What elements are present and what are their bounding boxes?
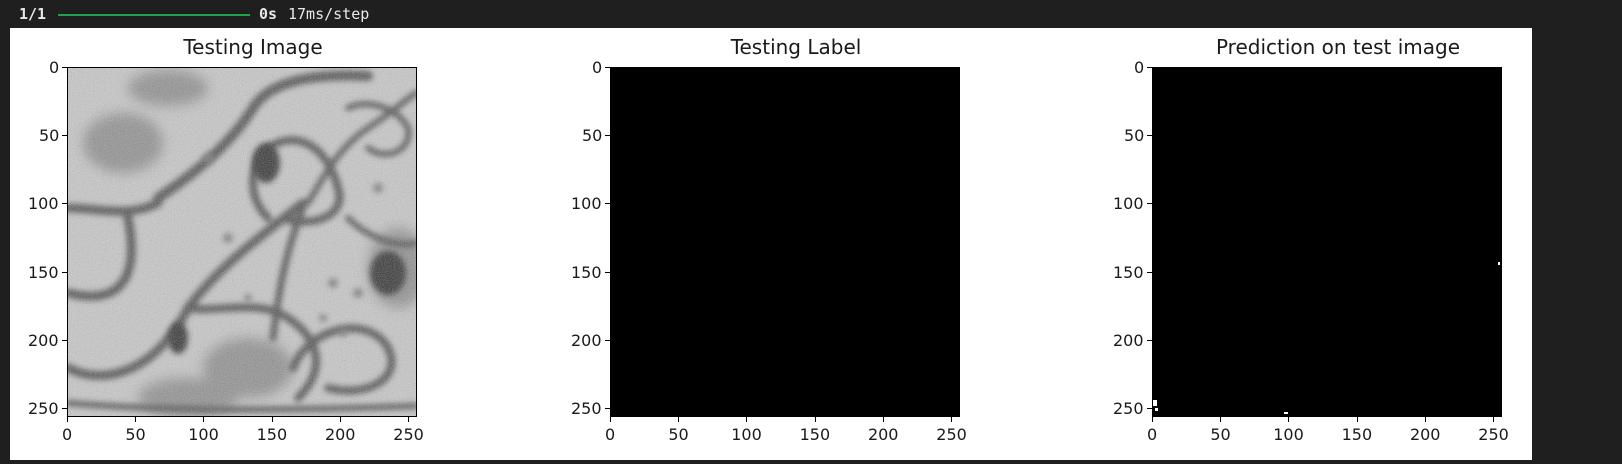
x-tick-label: 250 (936, 425, 967, 444)
progress-bar-fill (58, 14, 250, 16)
x-tick-mark (271, 417, 273, 422)
x-tick-label: 200 (867, 425, 899, 444)
y-tick-label: 0 (49, 57, 60, 77)
y-tick-mark (1147, 134, 1152, 136)
prediction-speck (1155, 408, 1158, 411)
panel-title: Testing Image (183, 35, 323, 59)
step-time: 17ms/step (288, 5, 370, 23)
x-tick-mark (203, 417, 205, 422)
x-tick-label: 200 (1409, 425, 1441, 444)
y-tick-label: 100 (1113, 194, 1144, 214)
progress-bar (58, 14, 250, 16)
y-tick-label: 200 (1113, 330, 1144, 350)
y-tick-label: 250 (28, 399, 59, 419)
training-progress-line: 1/1 0s 17ms/step (0, 0, 1622, 28)
elapsed-time: 0s (259, 5, 278, 23)
prediction-speck (1153, 400, 1157, 406)
y-tick-label: 100 (28, 194, 59, 214)
y-tick-mark (1147, 339, 1152, 341)
x-tick-mark (609, 417, 611, 422)
x-tick-mark (1219, 417, 1221, 422)
x-tick-label: 100 (1273, 425, 1304, 444)
x-tick-label: 100 (731, 425, 762, 444)
x-tick-label: 0 (605, 425, 616, 444)
microscopy-image (68, 68, 416, 416)
y-tick-mark (605, 66, 610, 68)
x-tick-label: 150 (256, 425, 288, 444)
x-tick-label: 0 (1147, 425, 1158, 444)
y-tick-mark (1147, 203, 1152, 205)
y-tick-mark (1147, 66, 1152, 68)
y-tick-mark (605, 408, 610, 410)
y-tick-mark (605, 339, 610, 341)
x-tick-label: 50 (668, 425, 689, 444)
y-tick-label: 0 (592, 57, 603, 77)
x-tick-label: 100 (188, 425, 219, 444)
y-tick-label: 0 (1134, 57, 1145, 77)
x-tick-mark (1288, 417, 1290, 422)
y-tick-mark (1147, 271, 1152, 273)
x-tick-label: 50 (125, 425, 146, 444)
panel-title: Prediction on test image (1215, 35, 1461, 59)
panel-title: Testing Label (730, 35, 862, 59)
x-tick-mark (408, 417, 410, 422)
x-tick-label: 50 (1210, 425, 1231, 444)
testing-label-plot (610, 67, 960, 417)
x-tick-label: 150 (1341, 425, 1373, 444)
y-tick-label: 250 (571, 399, 602, 419)
x-tick-label: 250 (1478, 425, 1509, 444)
y-tick-label: 50 (1124, 125, 1145, 145)
panel-testing-image: Testing Image (10, 28, 430, 460)
x-tick-mark (814, 417, 816, 422)
x-tick-mark (1424, 417, 1426, 422)
x-tick-mark (677, 417, 679, 422)
y-tick-mark (62, 134, 67, 136)
y-tick-label: 50 (39, 125, 60, 145)
prediction-speck (1284, 412, 1288, 414)
output-figure: Testing Image (10, 28, 1532, 460)
x-tick-label: 150 (799, 425, 831, 444)
x-tick-mark (134, 417, 136, 422)
y-tick-label: 150 (28, 262, 59, 282)
x-tick-label: 250 (393, 425, 424, 444)
x-tick-mark (882, 417, 884, 422)
testing-image-plot (67, 67, 417, 417)
x-tick-mark (746, 417, 748, 422)
y-tick-mark (62, 66, 67, 68)
y-tick-label: 200 (28, 330, 59, 350)
y-tick-mark (605, 134, 610, 136)
prediction-speck (1498, 262, 1500, 265)
x-tick-mark (1356, 417, 1358, 422)
y-tick-label: 50 (582, 125, 603, 145)
x-tick-mark (1493, 417, 1495, 422)
y-tick-mark (1147, 408, 1152, 410)
y-tick-label: 100 (571, 194, 602, 214)
y-tick-mark (62, 271, 67, 273)
progress-count: 1/1 (19, 5, 47, 23)
x-tick-label: 200 (324, 425, 356, 444)
x-tick-mark (66, 417, 68, 422)
y-tick-mark (62, 408, 67, 410)
panel-prediction: Prediction on test image 0 50 100 150 200 250… (1095, 28, 1515, 460)
y-tick-mark (605, 271, 610, 273)
x-tick-mark (339, 417, 341, 422)
y-tick-mark (605, 203, 610, 205)
y-tick-mark (62, 203, 67, 205)
y-tick-mark (62, 339, 67, 341)
y-tick-label: 200 (571, 330, 602, 350)
y-tick-label: 150 (571, 262, 602, 282)
panel-testing-label: Testing Label 0 50 100 150 200 250 0 50 100 150 20… (553, 28, 973, 460)
y-tick-label: 150 (1113, 262, 1144, 282)
x-tick-mark (951, 417, 953, 422)
x-tick-mark (1151, 417, 1153, 422)
x-tick-label: 0 (62, 425, 73, 444)
prediction-speckles (1153, 262, 1500, 414)
prediction-plot (1152, 67, 1502, 417)
y-tick-label: 250 (1113, 399, 1144, 419)
